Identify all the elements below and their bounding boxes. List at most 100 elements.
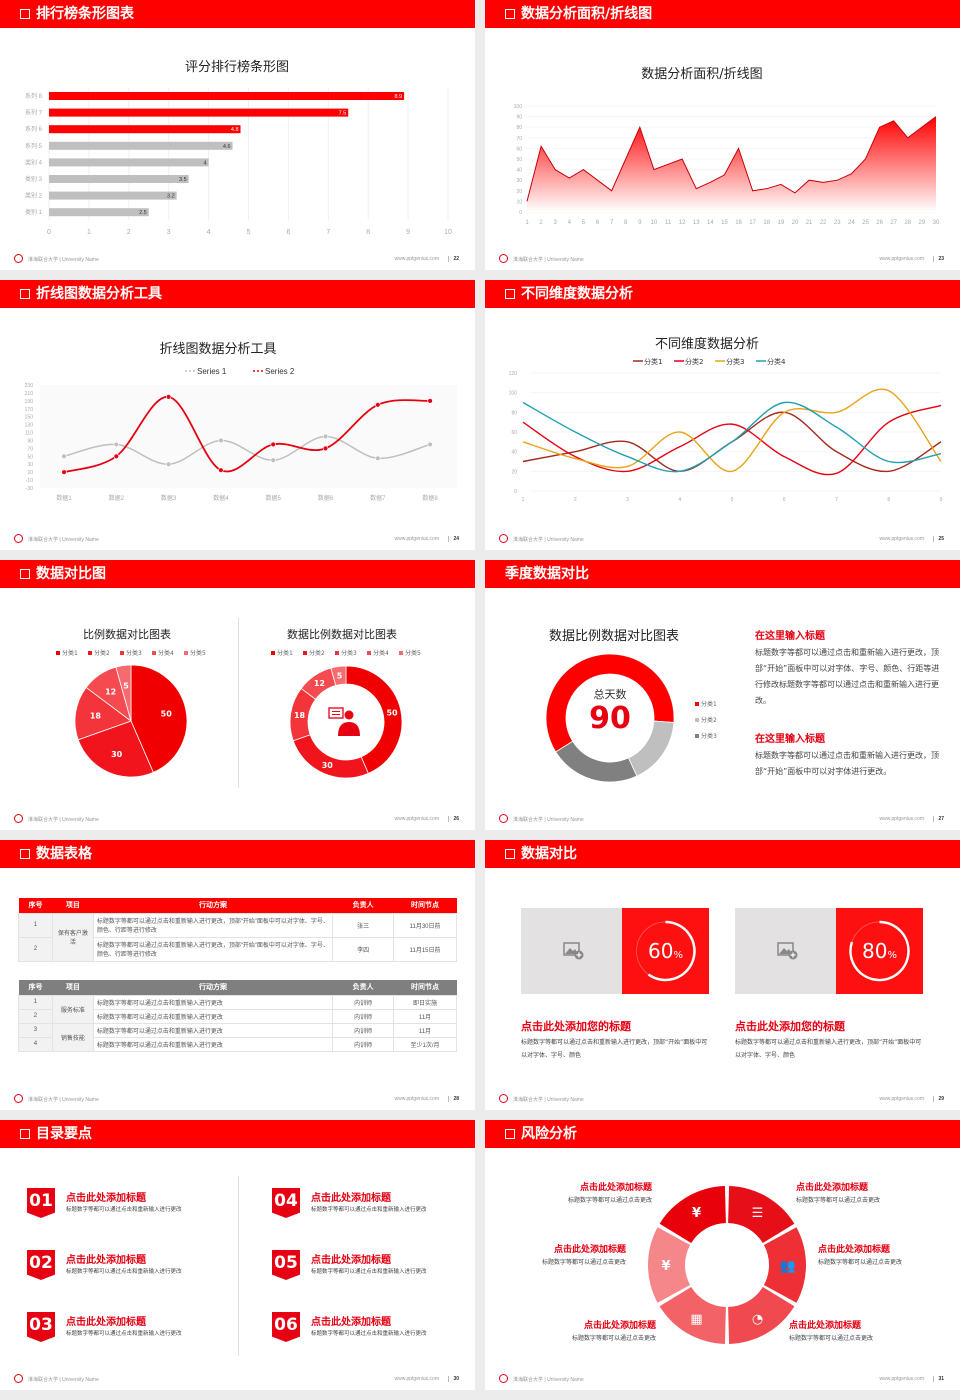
cell-time: 11月 [393, 1008, 457, 1024]
slide-area-chart: 数据分析面积/折线图 数据分析面积/折线图 0 10 20 30 40 50 60 70 80 9… [485, 0, 960, 270]
percent-number: 80 [862, 939, 888, 963]
footer-url[interactable]: www.pptgenius.com [879, 536, 924, 542]
cycle-segment[interactable] [659, 1186, 726, 1244]
page-number: 24 [448, 536, 459, 542]
slice [115, 664, 132, 722]
y-tick-label: 210 [25, 391, 34, 397]
university-logo-icon [499, 534, 508, 543]
data-point [113, 453, 120, 460]
toc-item-title[interactable]: 点击此处添加标题 [311, 1255, 391, 1266]
toc-item-title[interactable]: 点击此处添加标题 [66, 1255, 146, 1266]
legend-label: 分类4 [158, 649, 174, 657]
cycle-segment[interactable] [728, 1286, 795, 1344]
x-tick-label: 9 [638, 220, 642, 226]
x-tick-label: 20 [792, 220, 799, 226]
data-label: 4.8 [231, 127, 239, 133]
risk-item-title[interactable]: 点击此处添加标题 [796, 1183, 869, 1193]
slice-label: 30 [322, 761, 334, 770]
footer-url[interactable]: www.pptgenius.com [879, 256, 924, 262]
bar [49, 141, 233, 150]
footer-url[interactable]: www.pptgenius.com [394, 1096, 439, 1102]
image-placeholder[interactable] [735, 908, 836, 994]
footer: 淮海联合大学 | University Name www.pptgenius.co… [485, 528, 960, 550]
cell-plan: 标题数字等都可以通过点击和重新输入进行更改 [92, 994, 334, 1010]
slide-title: 排行榜条形图表 [36, 6, 134, 22]
x-tick-label: 数据8 [422, 494, 438, 502]
footer-url[interactable]: www.pptgenius.com [394, 536, 439, 542]
col-header: 负责人 [332, 898, 394, 913]
y-tick-label: 80 [516, 125, 522, 131]
data-point [322, 433, 329, 440]
number-badge: 02 [27, 1250, 55, 1280]
data-point [427, 398, 433, 404]
area-line [526, 116, 937, 202]
block-text: 标题数字等都可以通过点击和重新输入进行更改，顶部“开始”面板中可以对字体进行更改… [755, 751, 939, 776]
action-table-1: 序号 项目 行动方案 负责人 时间节点 1 保有客户激活 标题数字等都可以通过点击和重新输入… [18, 898, 457, 962]
col-header: 行动方案 [93, 898, 333, 913]
cycle-segment[interactable] [728, 1186, 795, 1244]
x-tick-label: 1 [522, 497, 525, 503]
image-placeholder[interactable] [521, 908, 622, 994]
category-label: 类别 2 [25, 192, 43, 200]
data-point [218, 467, 224, 473]
footer-url[interactable]: www.pptgenius.com [394, 816, 439, 822]
x-tick-label: 3 [554, 220, 558, 226]
slide-data-table: 数据表格 序号 项目 行动方案 负责人 时间节点 1 保有客户激活 标题数字等都可以通过点击… [0, 840, 475, 1110]
x-tick-label: 10 [444, 229, 452, 236]
legend-label: 分类1 [701, 700, 717, 708]
risk-item-title[interactable]: 点击此处添加标题 [583, 1321, 656, 1331]
cycle-segment[interactable] [763, 1227, 806, 1303]
table-row: 2 标题数字等都可以通过点击和重新输入进行更改，顶部“开始”面板中可以对字体、字号… [18, 936, 457, 962]
university-logo-icon [14, 814, 23, 823]
toc-item-title[interactable]: 点击此处添加标题 [66, 1317, 146, 1328]
cell-owner: 内训师 [332, 994, 395, 1010]
people-icon: 👥 [780, 1259, 796, 1274]
legend-marker [88, 651, 92, 655]
legend-label: Series 2 [265, 367, 295, 376]
y-tick-label: 50 [27, 454, 33, 460]
footer-university: 淮海联合大学 | University Name [513, 537, 584, 543]
cycle-segment[interactable] [659, 1286, 726, 1344]
y-tick-label: 100 [514, 104, 523, 110]
slice-label: 50 [161, 710, 173, 719]
table-row: 3 销售技能 标题数字等都可以通过点击和重新输入进行更改 内训师 11月 [18, 1022, 457, 1052]
toc-item-title[interactable]: 点击此处添加标题 [66, 1193, 146, 1204]
risk-item-title[interactable]: 点击此处添加标题 [553, 1245, 626, 1255]
x-tick-label: 10 [651, 220, 658, 226]
slice-label: 5 [337, 671, 343, 680]
footer-url[interactable]: www.pptgenius.com [879, 816, 924, 822]
page-number: 23 [933, 256, 944, 262]
slice-label: 12 [314, 679, 325, 688]
risk-item-title[interactable]: 点击此处添加标题 [579, 1183, 652, 1193]
cell-no: 2 [18, 1008, 53, 1024]
footer-url[interactable]: www.pptgenius.com [394, 256, 439, 262]
category-label: 系列 5 [25, 142, 43, 150]
y-tick-label: 90 [27, 438, 33, 444]
toc-item-title[interactable]: 点击此处添加标题 [311, 1317, 391, 1328]
checkbox-icon [20, 9, 30, 19]
checkbox-icon [505, 9, 515, 19]
pie-chart-icon: ◔ [752, 1312, 763, 1327]
cell-no: 1 [18, 912, 53, 938]
col-header: 序号 [18, 980, 53, 995]
y-tick-label: 90 [516, 115, 522, 121]
footer-url[interactable]: www.pptgenius.com [879, 1376, 924, 1382]
checkbox-icon [505, 289, 515, 299]
risk-item-title[interactable]: 点击此处添加标题 [789, 1321, 862, 1331]
x-tick-label: 3 [167, 229, 171, 236]
chart-title: 数据分析面积/折线图 [641, 67, 763, 82]
cell-plan: 标题数字等都可以通过点击和重新输入进行更改，顶部“开始”面板中可以对字体、字号、… [92, 936, 334, 962]
footer-url[interactable]: www.pptgenius.com [394, 1376, 439, 1382]
risk-item-text: 标题数字等都可以通过点击更改 [541, 1259, 626, 1266]
toc-item-title[interactable]: 点击此处添加标题 [311, 1193, 391, 1204]
footer-url[interactable]: www.pptgenius.com [879, 1096, 924, 1102]
x-tick-label: 2 [539, 220, 543, 226]
cell-no: 1 [18, 994, 53, 1010]
pie-chart: 50 30 18 12 5 分类1 分类2 分类3 分类4 分类5 [56, 649, 206, 778]
area-fill [527, 116, 936, 212]
cycle-segment[interactable] [648, 1227, 691, 1303]
risk-item-title[interactable]: 点击此处添加标题 [818, 1245, 891, 1255]
progress-ring [636, 920, 696, 982]
page-number: 30 [448, 1376, 459, 1382]
